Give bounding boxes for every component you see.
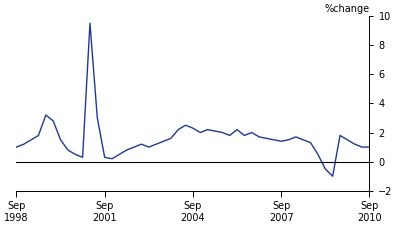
Text: %change: %change <box>324 4 370 14</box>
